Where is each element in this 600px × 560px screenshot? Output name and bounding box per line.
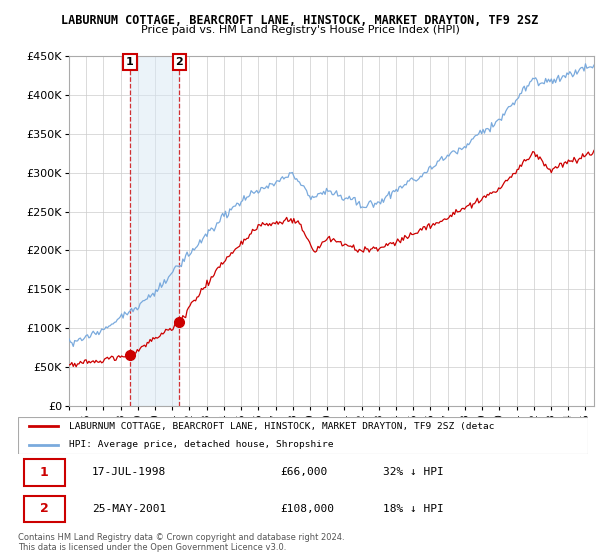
FancyBboxPatch shape [24, 496, 65, 522]
Text: 1: 1 [126, 57, 134, 67]
Text: Contains HM Land Registry data © Crown copyright and database right 2024.: Contains HM Land Registry data © Crown c… [18, 533, 344, 542]
Text: This data is licensed under the Open Government Licence v3.0.: This data is licensed under the Open Gov… [18, 543, 286, 552]
Text: HPI: Average price, detached house, Shropshire: HPI: Average price, detached house, Shro… [70, 440, 334, 449]
Text: £108,000: £108,000 [280, 504, 334, 514]
Text: 25-MAY-2001: 25-MAY-2001 [92, 504, 166, 514]
FancyBboxPatch shape [24, 459, 65, 486]
Text: £66,000: £66,000 [280, 468, 328, 478]
Text: LABURNUM COTTAGE, BEARCROFT LANE, HINSTOCK, MARKET DRAYTON, TF9 2SZ: LABURNUM COTTAGE, BEARCROFT LANE, HINSTO… [61, 14, 539, 27]
Text: 32% ↓ HPI: 32% ↓ HPI [383, 468, 443, 478]
Text: 2: 2 [175, 57, 183, 67]
Text: 2: 2 [40, 502, 49, 515]
Text: 1: 1 [40, 466, 49, 479]
Text: 17-JUL-1998: 17-JUL-1998 [92, 468, 166, 478]
Text: Price paid vs. HM Land Registry's House Price Index (HPI): Price paid vs. HM Land Registry's House … [140, 25, 460, 35]
FancyBboxPatch shape [18, 417, 588, 454]
Text: LABURNUM COTTAGE, BEARCROFT LANE, HINSTOCK, MARKET DRAYTON, TF9 2SZ (detac: LABURNUM COTTAGE, BEARCROFT LANE, HINSTO… [70, 422, 495, 431]
Text: 18% ↓ HPI: 18% ↓ HPI [383, 504, 443, 514]
